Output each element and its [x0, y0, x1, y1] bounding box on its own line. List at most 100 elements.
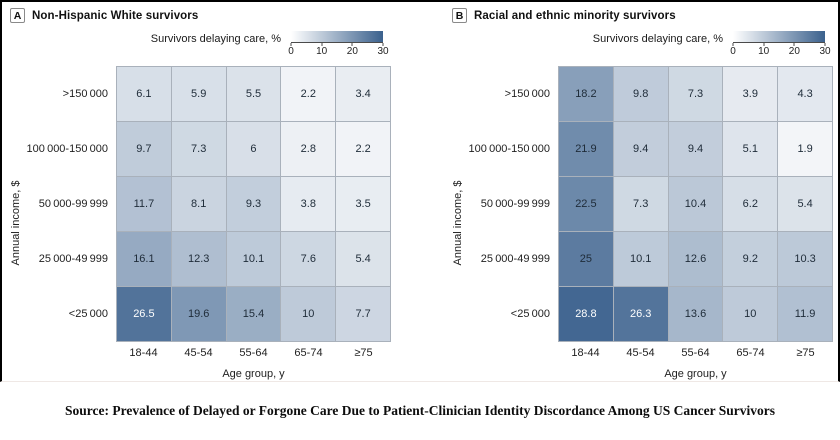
- heatmap-cell: 5.1: [723, 122, 778, 176]
- heatmap-grid: 6.1 5.9 5.5 2.2 3.4 9.7 7.3 6 2.8 2.2 11.7 8.1 9.3 3.…: [116, 66, 391, 342]
- x-tick-labels: 18-44 45-54 55-64 65-74 ≥75: [116, 347, 391, 360]
- x-tick-label: 55-64: [239, 347, 268, 359]
- heatmap-cell: 21.9: [559, 122, 613, 176]
- colorbar-tick-mark: [763, 43, 765, 46]
- heatmap-cell: 19.6: [171, 287, 226, 341]
- legend-title: Survivors delaying care, %: [150, 33, 281, 45]
- heatmap-cell: 10.4: [668, 177, 723, 231]
- heatmap-cell: 3.8: [281, 177, 336, 231]
- colorbar-gradient: [291, 31, 383, 42]
- colorbar-tick-label: 10: [316, 46, 328, 57]
- colorbar-tick-mark: [382, 43, 384, 46]
- y-axis-title: Annual income, $: [8, 66, 24, 380]
- colorbar-tick-mark: [824, 43, 826, 46]
- heatmap-panel: B Racial and ethnic minority survivors S…: [450, 7, 835, 381]
- y-tick-label: 100 000-150 000: [468, 142, 550, 155]
- panel-header: A Non-Hispanic White survivors: [10, 7, 393, 24]
- heatmap-cell: 28.8: [559, 287, 613, 341]
- heatmap-cell: 9.3: [226, 177, 281, 231]
- heatmap-section: Annual income, $ >150 000 100 000-150 000…: [8, 66, 393, 380]
- y-tick-labels: >150 000 100 000-150 000 50 000-99 999 25 0…: [24, 66, 116, 342]
- colorbar-tick-mark: [732, 43, 734, 46]
- heatmap-cell: 10.1: [226, 232, 281, 286]
- heatmap-cell: 7.6: [281, 232, 336, 286]
- heatmap-cell: 26.5: [117, 287, 171, 341]
- colorbar-gradient: [733, 31, 825, 42]
- heatmap-cell: 10.1: [613, 232, 668, 286]
- x-tick-label: 65-74: [294, 347, 323, 359]
- heatmap-cell: 11.7: [117, 177, 171, 231]
- x-tick-labels: 18-44 45-54 55-64 65-74 ≥75: [558, 347, 833, 360]
- heatmap-cell: 3.5: [336, 177, 390, 231]
- colorbar-tick-labels: 0 10 20 30: [730, 46, 830, 58]
- y-tick-label: <25 000: [68, 308, 108, 321]
- heatmap-cell: 3.4: [336, 67, 390, 121]
- heatmap-cell: 10: [723, 287, 778, 341]
- y-tick-label: 25 000-49 999: [38, 253, 108, 266]
- y-tick-label: 100 000-150 000: [26, 142, 108, 155]
- panel-label-box: A: [10, 8, 25, 23]
- colorbar-legend: Survivors delaying care, % 0 10 20 30: [450, 30, 831, 58]
- panel-title: Non-Hispanic White survivors: [32, 9, 199, 22]
- heatmap-cell: 15.4: [226, 287, 281, 341]
- heatmap-cell: 9.4: [613, 122, 668, 176]
- x-tick-label: ≥75: [796, 347, 815, 359]
- colorbar-tick-labels: 0 10 20 30: [288, 46, 388, 58]
- heatmap-cell: 2.8: [281, 122, 336, 176]
- panel-label: A: [13, 9, 22, 22]
- heatmap-cell: 5.9: [171, 67, 226, 121]
- colorbar: 0 10 20 30: [730, 31, 831, 58]
- colorbar-tick-label: 30: [819, 46, 831, 57]
- colorbar-tick-marks: [732, 42, 826, 46]
- x-axis-title: Age group, y: [664, 368, 727, 380]
- caption-area: Source: Prevalence of Delayed or Forgone…: [0, 382, 840, 439]
- heatmap-cell: 7.3: [171, 122, 226, 176]
- heatmap-section: Annual income, $ >150 000 100 000-150 000…: [450, 66, 835, 380]
- colorbar-tick-mark: [290, 43, 292, 46]
- x-tick-label: 18-44: [129, 347, 158, 359]
- colorbar-tick-marks: [290, 42, 384, 46]
- colorbar-tick-label: 20: [346, 46, 358, 57]
- y-tick-labels: >150 000 100 000-150 000 50 000-99 999 25 0…: [466, 66, 558, 342]
- heatmap-cell: 10: [281, 287, 336, 341]
- heatmap-cell: 7.3: [613, 177, 668, 231]
- panel-label-box: B: [452, 8, 467, 23]
- heatmap-cell: 7.7: [336, 287, 390, 341]
- y-tick-label: 25 000-49 999: [480, 253, 550, 266]
- heatmap-cell: 9.8: [613, 67, 668, 121]
- heatmap-cell: 4.3: [778, 67, 832, 121]
- panel-header: B Racial and ethnic minority survivors: [452, 7, 835, 24]
- colorbar-tick-label: 20: [788, 46, 800, 57]
- y-tick-label: 50 000-99 999: [480, 198, 550, 210]
- x-tick-label: 45-54: [184, 347, 213, 359]
- colorbar-tick-label: 0: [730, 46, 736, 57]
- heatmap-cell: 16.1: [117, 232, 171, 286]
- heatmap-cell: 6: [226, 122, 281, 176]
- heatmap-cell: 1.9: [778, 122, 832, 176]
- colorbar-tick-mark: [351, 43, 353, 46]
- heatmap-cell: 12.6: [668, 232, 723, 286]
- heatmap-cell: 11.9: [778, 287, 832, 341]
- y-axis-title: Annual income, $: [450, 66, 466, 380]
- heatmap-cell: 8.1: [171, 177, 226, 231]
- heatmap-cell: 10.3: [778, 232, 832, 286]
- colorbar-legend: Survivors delaying care, % 0 10 20 30: [8, 30, 389, 58]
- heatmap-cell: 9.7: [117, 122, 171, 176]
- heatmap-cell: 9.2: [723, 232, 778, 286]
- heatmap-cell: 5.4: [778, 177, 832, 231]
- x-axis-title: Age group, y: [222, 368, 285, 380]
- heatmap-cell: 5.5: [226, 67, 281, 121]
- panel-label: B: [455, 9, 464, 22]
- y-tick-label: <25 000: [510, 308, 550, 321]
- heatmap-grid-column: 18.2 9.8 7.3 3.9 4.3 21.9 9.4 9.4 5.1 1.9 22.5 7.3 1…: [558, 66, 833, 380]
- panel-title: Racial and ethnic minority survivors: [474, 9, 676, 22]
- figure-content: A Non-Hispanic White survivors Survivors…: [0, 0, 840, 382]
- heatmap-cell: 2.2: [336, 122, 390, 176]
- colorbar-tick-label: 10: [758, 46, 770, 57]
- heatmap-cell: 7.3: [668, 67, 723, 121]
- heatmap-cell: 3.9: [723, 67, 778, 121]
- heatmap-cell: 6.1: [117, 67, 171, 121]
- heatmap-cell: 2.2: [281, 67, 336, 121]
- y-tick-label: >150 000: [504, 87, 550, 100]
